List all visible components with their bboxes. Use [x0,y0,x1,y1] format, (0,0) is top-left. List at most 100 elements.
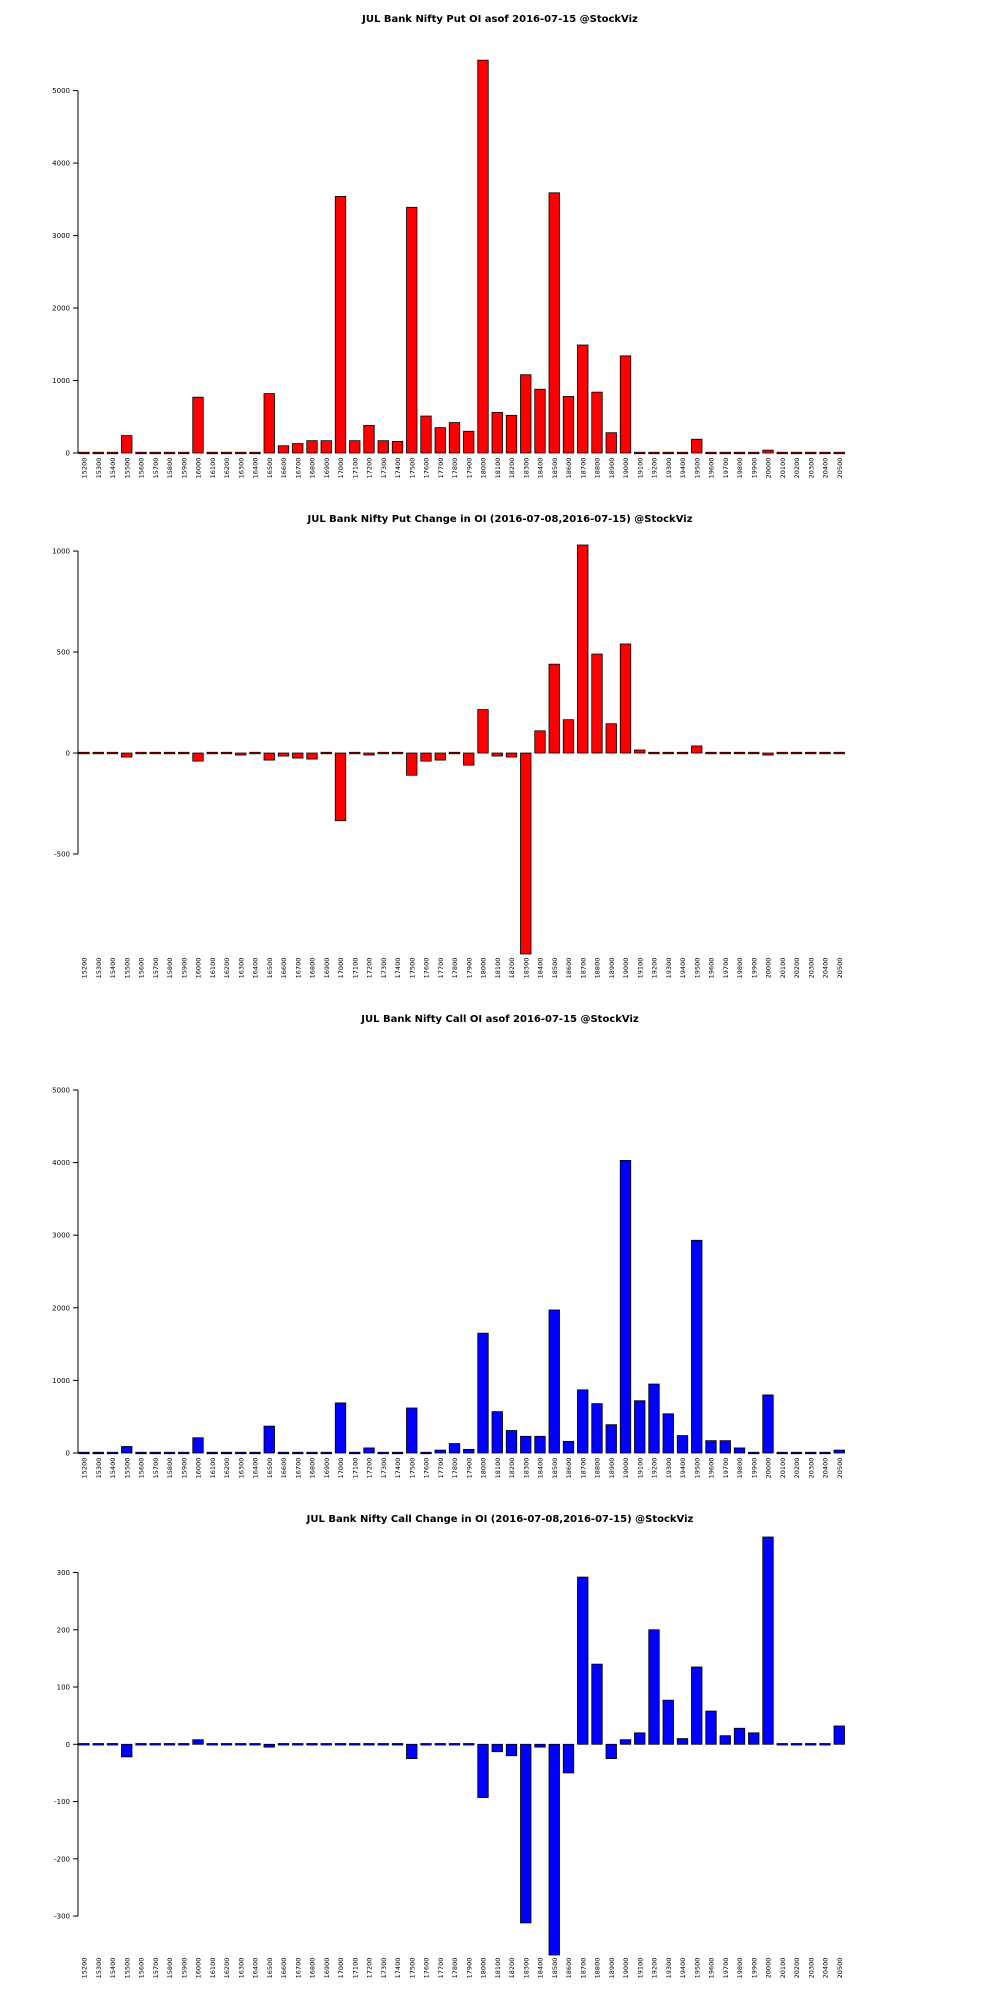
y-tick-label: 2000 [52,305,70,313]
x-tick-label: 16800 [309,458,317,479]
put-change-oi-chart: JUL Bank Nifty Put Change in OI (2016-07… [52,514,845,979]
chart-title: JUL Bank Nifty Put OI asof 2016-07-15 @S… [361,14,638,25]
x-tick-label: 20100 [779,958,787,979]
bar-16000 [192,752,204,762]
bar-15500 [121,1446,133,1454]
x-tick-label: 16000 [195,958,203,979]
bar-16300 [235,1743,247,1746]
x-tick-label: 17600 [423,1958,431,1979]
x-tick-label: 15300 [95,1958,103,1979]
x-tick-label: 17200 [366,1958,374,1979]
bar-17800 [448,1743,461,1746]
bar-19600 [705,751,717,755]
x-tick-label: 17700 [437,958,445,979]
x-tick-label: 20200 [793,458,801,479]
bar-20200 [790,1451,803,1455]
x-tick-label: 18400 [537,458,545,479]
bar-16600 [277,1451,290,1455]
bar-17700 [434,752,446,761]
bar-16900 [320,1451,332,1455]
x-tick-label: 15800 [166,958,174,979]
x-tick-label: 17500 [408,1458,416,1479]
bar-18000 [477,1743,489,1798]
bar-19300 [662,751,674,755]
x-tick-label: 18400 [537,1958,545,1979]
x-tick-label: 19900 [750,458,758,479]
bar-18400 [534,388,546,454]
bar-18200 [505,752,518,758]
y-tick-label: 1000 [52,377,70,385]
bar-17200 [363,1447,375,1454]
bar-15300 [92,751,104,755]
bar-17600 [420,415,432,454]
bar-16300 [235,752,247,756]
bar-17300 [377,440,389,454]
x-tick-label: 17400 [394,1958,402,1979]
x-tick-label: 19700 [722,458,730,479]
bar-19200 [648,751,660,755]
bar-20300 [805,751,817,755]
x-tick-label: 17900 [465,458,473,479]
bar-19800 [733,451,746,455]
x-tick-label: 15200 [81,1958,89,1979]
bar-18800 [591,1403,603,1454]
bar-15200 [78,451,90,455]
bar-20200 [790,1743,803,1746]
x-tick-label: 15400 [109,458,117,479]
bar-17200 [363,425,375,454]
x-tick-label: 19100 [636,1458,644,1479]
bar-16500 [263,752,275,761]
x-tick-label: 15400 [109,1958,117,1979]
bar-16500 [263,1425,275,1454]
bar-15700 [149,751,161,755]
bar-16500 [263,1743,275,1748]
bar-17100 [349,751,361,755]
bar-19300 [662,451,674,455]
x-tick-label: 17100 [351,458,359,479]
bar-15300 [92,1743,104,1746]
x-tick-label: 19500 [693,1958,701,1979]
x-tick-label: 17500 [408,1958,416,1979]
bar-19600 [705,1710,717,1745]
bar-19400 [676,451,689,455]
x-tick-label: 17400 [394,458,402,479]
x-tick-label: 17100 [351,1958,359,1979]
x-tick-label: 18000 [480,1958,488,1979]
bar-15700 [149,1743,161,1746]
x-tick-label: 20500 [836,1458,844,1479]
bar-17900 [463,1743,475,1746]
bar-16100 [206,751,218,755]
x-tick-label: 20000 [765,1458,773,1479]
bar-15200 [78,751,90,755]
x-tick-label: 15500 [123,1958,131,1979]
x-tick-label: 18100 [494,1458,502,1479]
bar-19900 [748,1732,760,1745]
x-tick-label: 18400 [537,958,545,979]
bar-18400 [534,730,546,754]
x-tick-label: 17800 [451,1958,459,1979]
bar-16600 [277,1743,290,1746]
x-tick-label: 16400 [252,1458,260,1479]
x-tick-label: 16600 [280,458,288,479]
bar-16000 [192,1437,204,1454]
x-tick-label: 16900 [323,1958,331,1979]
x-tick-label: 15500 [123,458,131,479]
x-tick-label: 18800 [594,458,602,479]
x-tick-label: 19600 [708,1458,716,1479]
bar-19500 [691,1666,703,1745]
x-tick-label: 18300 [522,1958,530,1979]
x-tick-label: 19600 [708,458,716,479]
bar-16800 [306,1451,318,1455]
bar-20400 [819,1743,831,1746]
x-tick-label: 19000 [622,958,630,979]
x-tick-label: 20200 [793,1958,801,1979]
bar-18900 [605,1743,617,1759]
x-tick-label: 18200 [508,1958,516,1979]
x-tick-label: 18100 [494,958,502,979]
x-tick-label: 17500 [408,458,416,479]
bar-15500 [121,1743,133,1758]
bar-18600 [562,719,575,754]
x-tick-label: 19700 [722,1958,730,1979]
x-tick-label: 18200 [508,1458,516,1479]
bar-19800 [733,1447,746,1454]
